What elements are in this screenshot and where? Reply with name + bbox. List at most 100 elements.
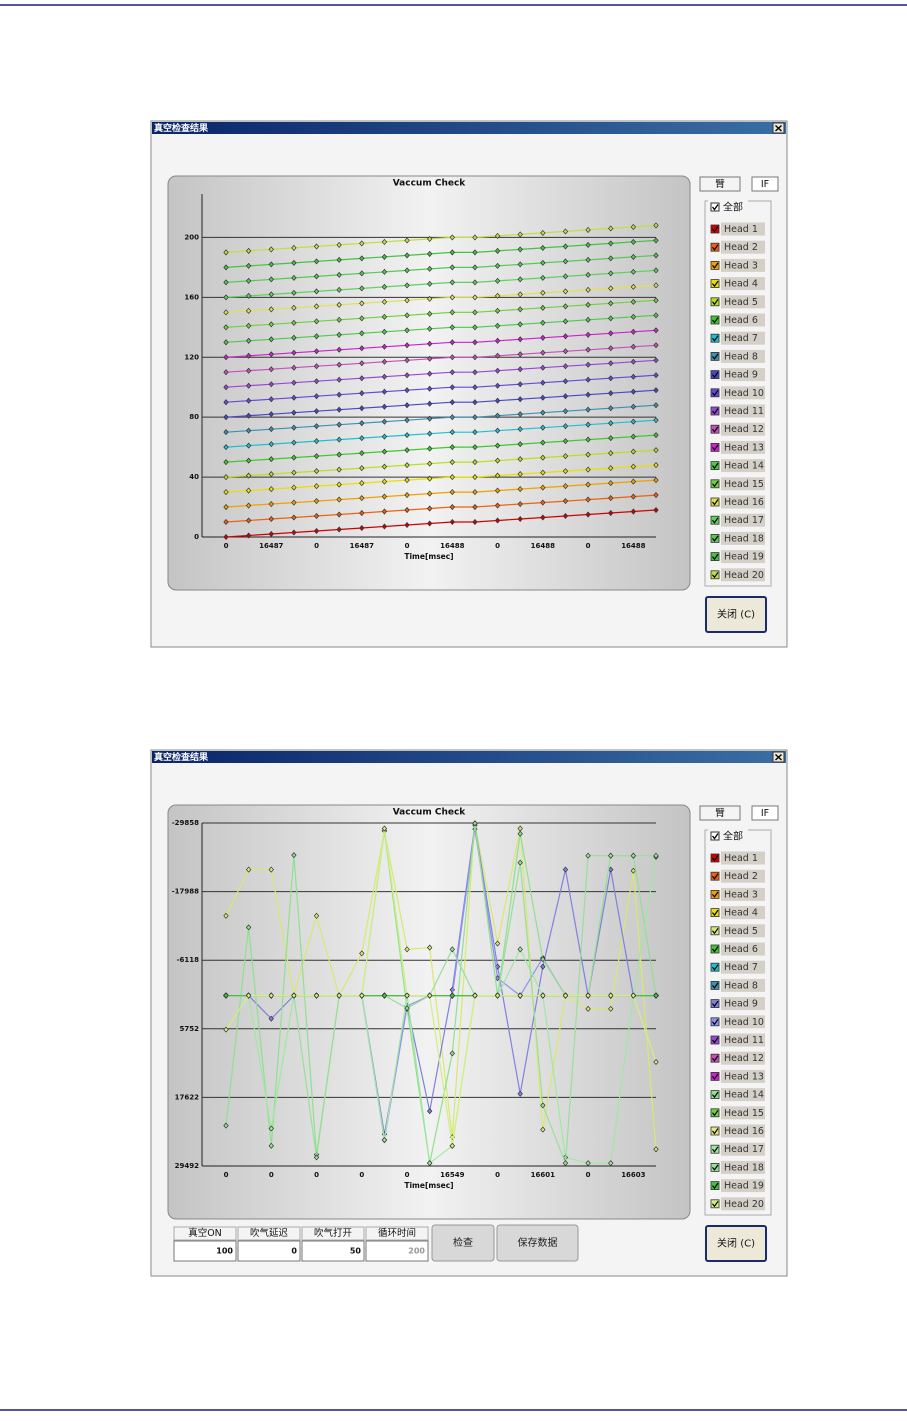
legend-checkbox[interactable]	[710, 497, 720, 507]
legend-checkbox[interactable]	[710, 1144, 720, 1154]
data-point	[268, 1125, 274, 1132]
data-point	[291, 484, 297, 491]
check-mark	[712, 480, 719, 488]
legend-label: Head 20	[724, 1199, 764, 1210]
check-mark	[712, 1055, 719, 1062]
legend-checkbox[interactable]	[710, 570, 720, 580]
legend-checkbox[interactable]	[710, 999, 720, 1008]
data-point	[291, 514, 297, 521]
legend-checkbox[interactable]	[710, 479, 720, 489]
legend-checkbox[interactable]	[710, 1108, 720, 1118]
field-input[interactable]	[173, 1240, 237, 1262]
x-tick-label: 0	[359, 1171, 364, 1179]
close-button[interactable]	[705, 596, 767, 633]
legend-checkbox[interactable]	[710, 279, 720, 289]
legend-checkbox[interactable]	[710, 224, 720, 234]
legend-checkbox[interactable]	[710, 388, 720, 398]
legend-checkbox[interactable]	[710, 515, 720, 525]
check-mark	[712, 1018, 719, 1026]
legend-checkbox[interactable]	[710, 552, 720, 561]
legend-checkbox[interactable]	[710, 962, 720, 972]
data-point	[245, 992, 252, 999]
action-button[interactable]	[496, 1224, 579, 1262]
data-point	[562, 303, 569, 310]
legend-checkbox[interactable]	[710, 1199, 720, 1209]
legend-checkbox[interactable]	[710, 871, 720, 881]
data-point	[630, 223, 637, 230]
legend-checkbox[interactable]	[710, 1072, 720, 1081]
legend-checkbox[interactable]	[710, 406, 720, 416]
data-point	[562, 992, 569, 999]
legend-checkbox[interactable]	[710, 944, 720, 954]
tab[interactable]	[751, 805, 779, 821]
data-point	[381, 418, 388, 425]
data-point	[517, 291, 523, 298]
legend-checkbox[interactable]	[710, 1017, 720, 1027]
data-point	[472, 234, 478, 241]
data-point	[404, 357, 410, 364]
data-point	[517, 366, 523, 373]
data-point	[449, 309, 455, 316]
legend-label: Head 2	[724, 242, 758, 253]
legend-checkbox[interactable]	[710, 242, 720, 252]
legend-checkbox[interactable]	[710, 333, 720, 343]
legend-checkbox[interactable]	[710, 908, 720, 917]
legend-checkbox[interactable]	[710, 315, 720, 325]
select-all-checkbox[interactable]	[710, 202, 720, 212]
action-button[interactable]	[431, 1224, 495, 1262]
close-button[interactable]	[705, 1225, 767, 1262]
field-input[interactable]	[301, 1240, 365, 1262]
legend-checkbox[interactable]	[710, 1181, 720, 1190]
data-point	[562, 363, 569, 370]
data-point	[268, 486, 274, 493]
legend-checkbox[interactable]	[710, 890, 720, 899]
tab[interactable]	[699, 176, 741, 192]
legend-label: Head 8	[724, 351, 758, 362]
data-point	[245, 472, 252, 479]
data-point	[359, 345, 365, 352]
legend-checkbox[interactable]	[710, 853, 720, 863]
data-point	[517, 381, 523, 388]
data-point	[313, 992, 320, 999]
legend-checkbox[interactable]	[710, 1126, 720, 1136]
legend-checkbox[interactable]	[710, 1163, 720, 1172]
data-point	[585, 451, 591, 458]
data-point	[223, 354, 229, 361]
series-line	[226, 855, 656, 1164]
tab[interactable]	[699, 805, 741, 821]
data-point	[404, 462, 410, 469]
legend-checkbox[interactable]	[710, 1035, 720, 1045]
data-point	[245, 382, 252, 389]
legend-checkbox[interactable]	[710, 351, 720, 361]
legend-checkbox[interactable]	[710, 370, 720, 380]
data-point	[223, 459, 229, 466]
legend-checkbox[interactable]	[710, 442, 720, 452]
legend-item-bg	[721, 513, 765, 527]
data-point	[562, 288, 569, 295]
select-all-checkbox[interactable]	[710, 831, 720, 841]
legend-checkbox[interactable]	[710, 1090, 720, 1099]
legend-checkbox[interactable]	[710, 260, 720, 270]
tab[interactable]	[751, 176, 779, 192]
data-point	[630, 298, 637, 305]
check-mark	[712, 317, 719, 324]
legend-label: Head 12	[724, 424, 764, 435]
check-mark	[712, 280, 719, 288]
legend-checkbox[interactable]	[710, 534, 720, 543]
legend-checkbox[interactable]	[710, 297, 720, 307]
legend-label: Head 7	[724, 962, 758, 973]
legend-checkbox[interactable]	[710, 926, 720, 936]
field-input[interactable]	[237, 1240, 301, 1262]
check-mark	[712, 1146, 719, 1153]
legend-label: Head 15	[724, 1108, 764, 1119]
data-point	[223, 533, 229, 541]
data-point	[268, 471, 274, 478]
data-point	[291, 289, 297, 296]
legend-checkbox[interactable]	[710, 461, 720, 471]
data-point	[291, 274, 297, 281]
field-label-box	[173, 1226, 237, 1241]
legend-checkbox[interactable]	[710, 1053, 720, 1063]
legend-checkbox[interactable]	[710, 981, 720, 990]
legend-checkbox[interactable]	[710, 424, 720, 434]
data-point	[472, 459, 478, 466]
